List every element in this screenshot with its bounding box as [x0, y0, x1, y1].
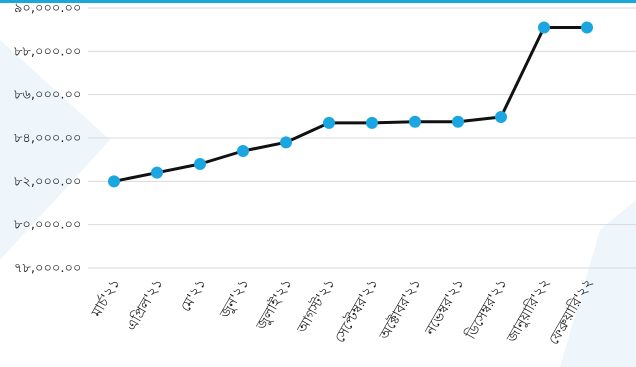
data-point — [237, 145, 249, 157]
y-tick-label: ৮৮,০০০.০০ — [14, 44, 81, 59]
top-accent-band — [0, 0, 636, 3]
x-tick-label: নভেম্বর'২১ — [422, 276, 468, 339]
x-axis-tick-labels: মার্চ'২১ এপ্রিল'২১ মে'২১ জুন'২১ জুলাই'২১ আগস্… — [88, 276, 597, 348]
y-tick-label: ৮৬,০০০.০০ — [14, 88, 81, 103]
y-axis-tick-labels: ৭৮,০০০.০০ ৮০,০০০.০০ ৮২,০০০.০০ ৮৪,০০০.০০ ৮৬,০… — [14, 1, 81, 276]
y-tick-label: ৯০,০০০.০০ — [14, 1, 81, 16]
x-tick-label: জুলাই'২১ — [252, 276, 295, 334]
series-line-layer — [113, 26, 587, 183]
x-tick-label: অক্টোবর'২১ — [376, 276, 424, 344]
data-point — [194, 158, 206, 170]
y-tick-label: ৮২,০০০.০০ — [14, 174, 81, 189]
data-point — [452, 115, 464, 128]
data-point — [538, 21, 550, 34]
data-point — [495, 110, 507, 123]
x-tick-label: সেপ্টেম্বর'২১ — [331, 276, 381, 346]
x-tick-label: আগস্ট'২১ — [293, 276, 338, 338]
data-point — [323, 116, 335, 129]
x-tick-label: জুন'২১ — [217, 276, 253, 322]
left-decor-shape — [0, 40, 110, 260]
x-tick-label: এপ্রিল'২১ — [123, 276, 167, 334]
x-tick-label: মে'২১ — [178, 276, 210, 315]
x-tick-label: ফেব্রুয়ারি'২২ — [545, 276, 597, 348]
data-point — [366, 116, 378, 129]
data-point — [151, 166, 163, 179]
y-tick-label: ৮৪,০০০.০০ — [14, 131, 81, 146]
data-point — [409, 115, 421, 128]
right-decor-shape — [560, 200, 636, 367]
grid-layer — [88, 7, 636, 269]
data-point — [581, 21, 593, 34]
y-tick-label: ৮০,০০০.০০ — [14, 218, 81, 233]
data-point — [280, 136, 292, 149]
x-tick-label: মার্চ'২১ — [88, 276, 124, 321]
data-point — [108, 175, 120, 188]
y-tick-label: ৭৮,০০০.০০ — [14, 261, 81, 276]
x-tick-label: জানুয়ারি'২২ — [503, 276, 554, 347]
series-line — [113, 26, 587, 183]
data-points — [108, 21, 593, 188]
x-tick-label: ডিসেম্বর'২১ — [462, 276, 511, 344]
